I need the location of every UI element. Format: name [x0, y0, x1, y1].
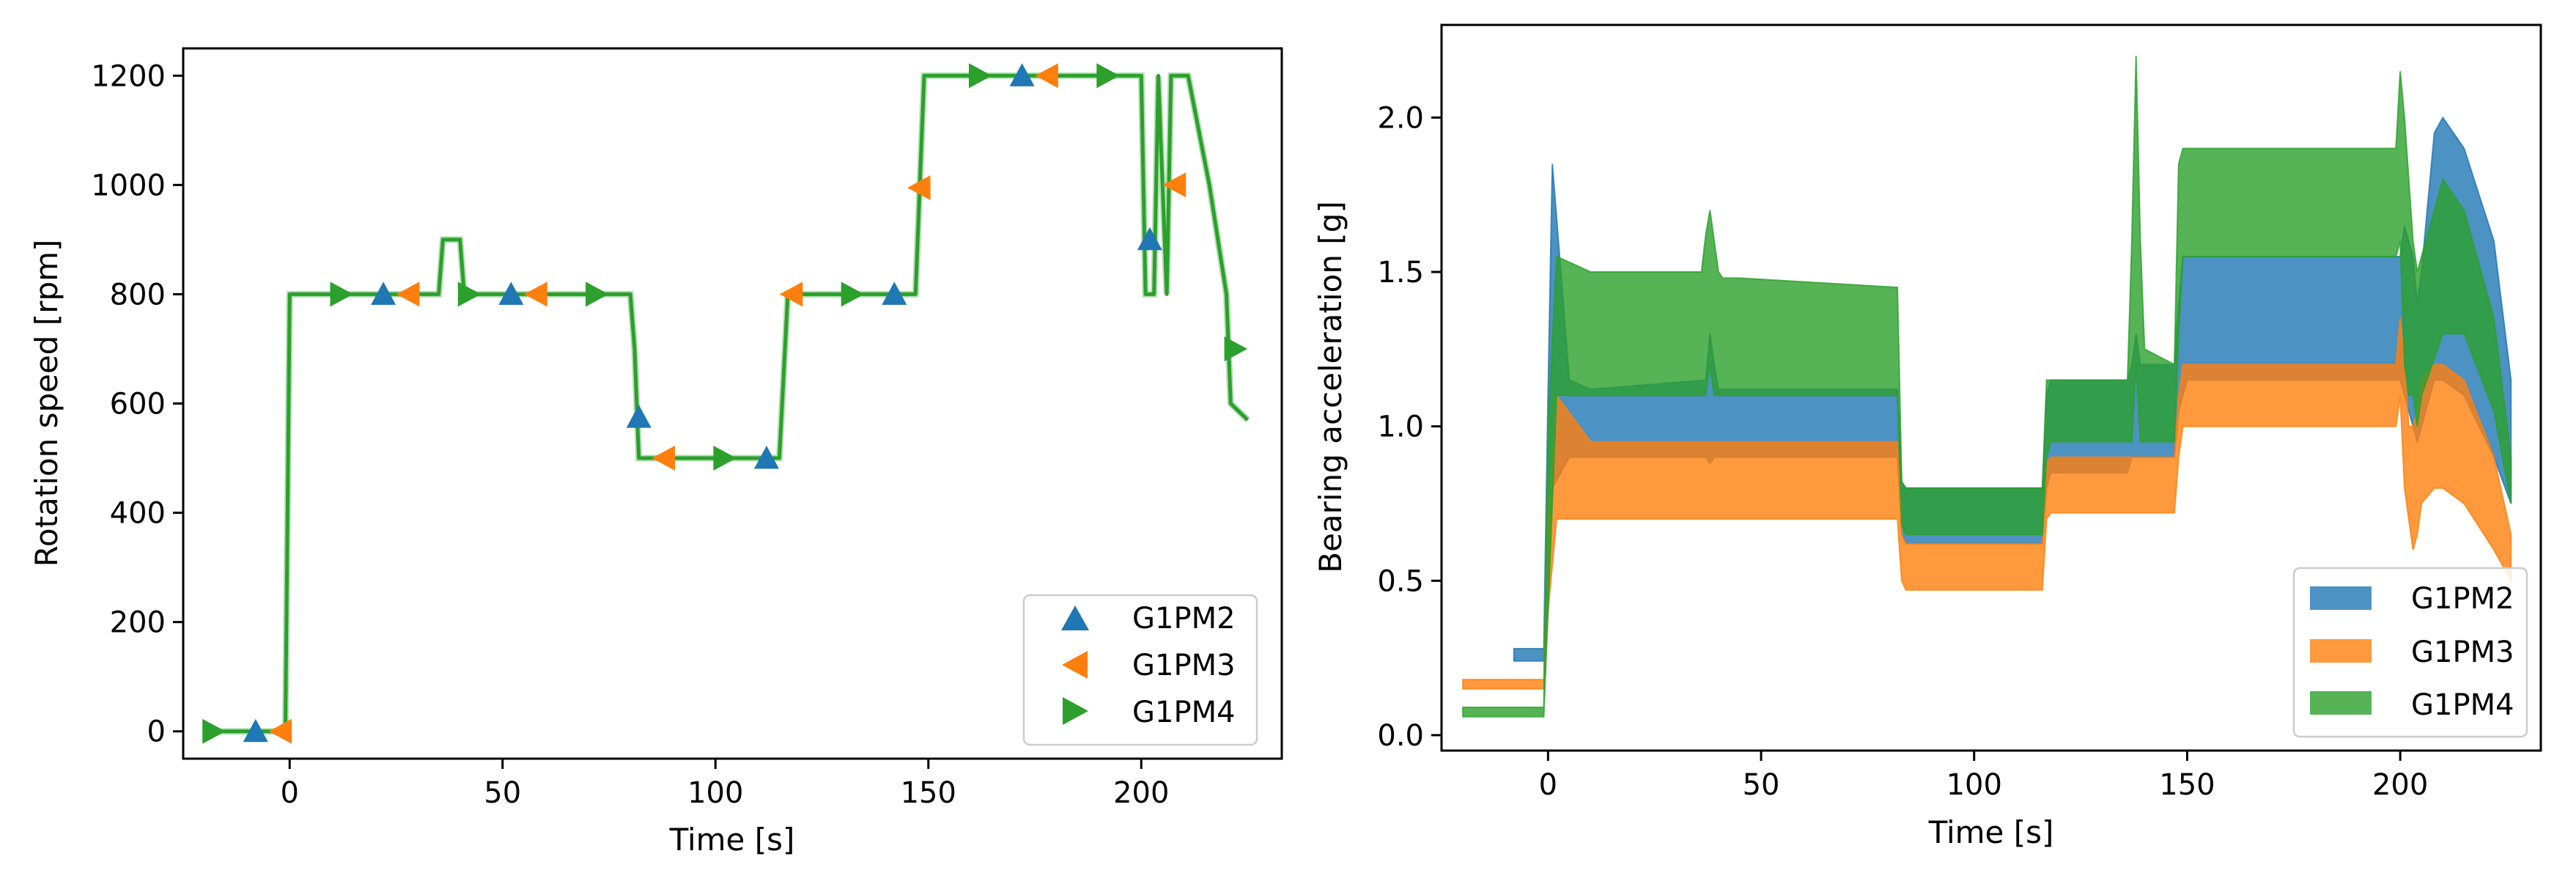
marker-g1pm2	[626, 405, 652, 428]
x-tick-label: 50	[1743, 768, 1780, 802]
bearing-acceleration-chart: 0 50 100 150 200 0.0 0.5 1.0 1.5 2.0 Time [s] Bea…	[1313, 23, 2542, 850]
marker-g1pm3	[524, 281, 547, 307]
y-tick-label: 600	[110, 388, 166, 421]
legend-marker-triangle-left-icon	[1062, 651, 1088, 679]
y-tick-label: 1000	[91, 169, 166, 202]
marker-g1pm4	[969, 63, 992, 89]
legend-swatch-g1pm4	[2310, 691, 2372, 715]
marker-g1pm4	[713, 446, 737, 471]
marker-g1pm2	[754, 446, 779, 469]
right-y-axis-title: Bearing acceleration [g]	[1313, 201, 1348, 572]
marker-g1pm4	[1096, 63, 1120, 89]
marker-g1pm3	[268, 718, 292, 744]
marker-g1pm4	[841, 281, 865, 307]
y-tick-label: 1200	[91, 59, 166, 93]
y-tick-label: 0	[147, 715, 166, 749]
band-g1pm4	[1462, 56, 2512, 718]
y-tick-label: 400	[110, 497, 166, 531]
y-tick-label: 1.0	[1377, 410, 1424, 444]
left-legend-box	[1022, 594, 1258, 746]
left-legend-label-g1pm4: G1PM4	[1132, 696, 1236, 729]
x-tick-label: 150	[901, 776, 956, 810]
x-tick-label: 200	[2372, 768, 2428, 802]
y-tick-label: 200	[110, 606, 166, 640]
marker-g1pm4	[330, 281, 353, 307]
marker-g1pm4	[586, 281, 609, 307]
y-tick-label: 800	[110, 278, 166, 312]
legend-marker-triangle-up-icon	[1061, 605, 1089, 630]
marker-g1pm2	[371, 281, 396, 305]
marker-g1pm3	[396, 281, 420, 307]
left-y-axis-title: Rotation speed [rpm]	[29, 240, 64, 567]
marker-g1pm4	[457, 281, 481, 307]
y-tick-label: 0.5	[1377, 564, 1424, 598]
marker-g1pm4	[1224, 336, 1248, 361]
y-tick-label: 0.0	[1377, 719, 1424, 753]
marker-g1pm3	[779, 281, 803, 307]
x-tick-label: 0	[1539, 768, 1557, 802]
right-x-axis-title: Time [s]	[1928, 814, 2054, 850]
marker-g1pm3	[907, 175, 931, 201]
marker-g1pm2	[498, 281, 524, 305]
rotation-speed-chart: 0 50 100 150 200 0 200 400 600 800 1000 1200 Time […	[29, 47, 1283, 858]
right-axes-frame	[1440, 23, 2542, 752]
x-tick-label: 50	[484, 776, 521, 810]
marker-g1pm2	[1137, 226, 1162, 251]
right-legend-label-g1pm3: G1PM3	[2411, 636, 2514, 669]
left-legend-label-g1pm2: G1PM2	[1132, 602, 1236, 636]
right-legend-label-g1pm2: G1PM2	[2411, 582, 2514, 616]
legend-swatch-g1pm3	[2310, 639, 2372, 663]
x-tick-label: 100	[1946, 768, 2002, 802]
right-legend-label-g1pm4: G1PM4	[2411, 688, 2514, 722]
x-tick-label: 0	[281, 776, 299, 810]
left-series-markers	[202, 63, 1248, 744]
right-ticks: 0 50 100 150 200 0.0 0.5 1.0 1.5 2.0	[1377, 101, 2428, 802]
y-tick-label: 1.5	[1377, 256, 1424, 290]
marker-g1pm3	[1162, 172, 1186, 198]
left-ticks: 0 50 100 150 200 0 200 400 600 800 1000 1200	[91, 59, 1169, 810]
x-tick-label: 200	[1113, 776, 1169, 810]
marker-g1pm2	[882, 281, 907, 305]
legend-marker-triangle-right-icon	[1063, 697, 1088, 725]
marker-g1pm2	[1009, 63, 1035, 86]
x-tick-label: 150	[2159, 768, 2215, 802]
right-legend: G1PM2 G1PM3 G1PM4	[2292, 567, 2528, 738]
marker-g1pm3	[652, 446, 675, 471]
left-x-axis-title: Time [s]	[669, 822, 795, 858]
x-tick-label: 100	[687, 776, 743, 810]
marker-g1pm2	[243, 718, 268, 743]
marker-g1pm4	[202, 718, 226, 744]
legend-swatch-g1pm2	[2310, 586, 2372, 610]
y-tick-label: 2.0	[1377, 101, 1424, 135]
left-legend: G1PM2 G1PM3 G1PM4	[1022, 594, 1258, 746]
left-legend-label-g1pm3: G1PM3	[1132, 649, 1236, 682]
marker-g1pm3	[1035, 63, 1058, 89]
